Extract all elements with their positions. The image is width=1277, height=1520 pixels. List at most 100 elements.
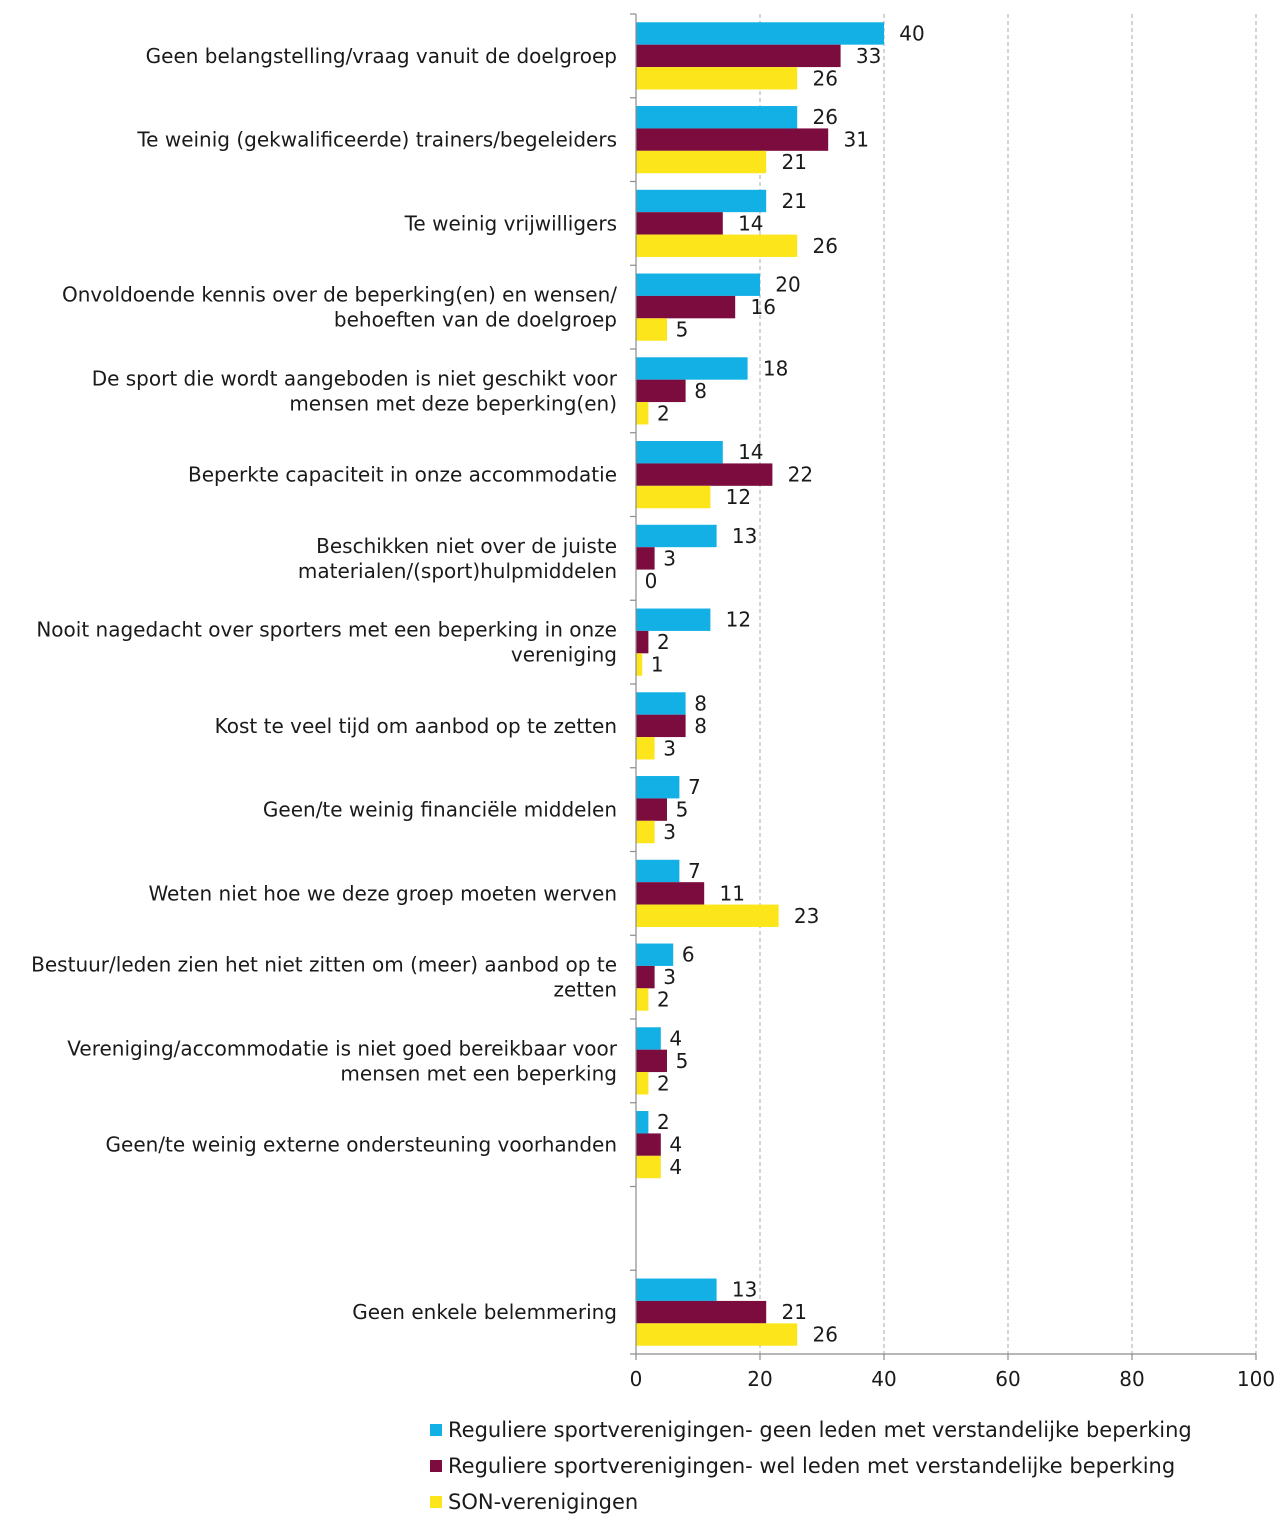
bar: [636, 212, 723, 235]
bar: [636, 318, 667, 341]
x-tick-label: 40: [871, 1367, 896, 1391]
data-label: 31: [843, 128, 868, 152]
category-label: Te weinig (gekwalificeerde) trainers/beg…: [136, 128, 617, 152]
data-label: 12: [726, 608, 751, 632]
category-label: De sport die wordt aangeboden is niet ge…: [92, 366, 618, 415]
bar: [636, 106, 798, 129]
data-label: 13: [732, 524, 757, 548]
data-label: 5: [676, 798, 689, 822]
bar: [636, 653, 643, 676]
category-label-line: vereniging: [511, 643, 617, 667]
legend-label: Reguliere sportverenigingen- geen leden …: [448, 1418, 1192, 1442]
bar: [636, 904, 779, 927]
x-tick-label: 100: [1237, 1367, 1275, 1391]
data-label: 12: [726, 485, 751, 509]
bar: [636, 1300, 767, 1324]
bar: [636, 357, 748, 380]
value-labels: 4033262631212114262016518821422121330122…: [645, 21, 925, 1346]
bar: [636, 189, 767, 213]
category-label-line: Te weinig (gekwalificeerde) trainers/beg…: [136, 128, 617, 152]
category-label: Vereniging/accommodatie is niet goed ber…: [67, 1036, 617, 1085]
bar: [636, 737, 655, 760]
bar: [636, 714, 686, 738]
legend: Reguliere sportverenigingen- geen leden …: [430, 1412, 1192, 1520]
bar: [636, 1027, 661, 1050]
bar: [636, 965, 655, 989]
data-label: 14: [738, 211, 763, 235]
data-label: 21: [781, 150, 806, 174]
bar: [636, 67, 798, 90]
bar: [636, 150, 767, 174]
data-label: 7: [688, 775, 701, 799]
data-label: 1: [651, 653, 664, 677]
category-label: Beperkte capaciteit in onze accommodatie: [188, 463, 617, 487]
data-label: 18: [763, 356, 788, 380]
category-label-line: Geen belangstelling/vraag vanuit de doel…: [146, 44, 617, 68]
bar: [636, 820, 655, 844]
bar: [636, 882, 705, 905]
bar: [636, 463, 773, 486]
category-label: Kost te veel tijd om aanbod op te zetten: [215, 714, 617, 738]
x-tick-label: 60: [995, 1367, 1020, 1391]
legend-item: Reguliere sportverenigingen- wel leden m…: [430, 1448, 1192, 1484]
category-label-line: Vereniging/accommodatie is niet goed ber…: [67, 1036, 617, 1060]
bar: [636, 22, 884, 45]
data-label: 14: [738, 440, 763, 464]
bar: [636, 859, 680, 883]
x-tick-label: 0: [630, 1367, 643, 1391]
category-label-line: Onvoldoende kennis over de beperking(en)…: [62, 283, 617, 307]
gridlines: [759, 14, 1257, 1354]
data-label: 3: [663, 820, 676, 844]
category-label-line: Beperkte capaciteit in onze accommodatie: [188, 463, 617, 487]
data-label: 7: [688, 859, 701, 883]
category-label-line: Bestuur/leden zien het niet zitten om (m…: [31, 953, 617, 977]
data-label: 0: [645, 569, 658, 593]
data-label: 23: [794, 904, 819, 928]
data-label: 4: [669, 1133, 682, 1157]
data-label: 26: [812, 234, 837, 258]
category-label-line: Kost te veel tijd om aanbod op te zetten: [215, 714, 617, 738]
category-label-line: mensen met deze beperking(en): [289, 391, 617, 415]
category-label-line: Geen/te weinig financiële middelen: [263, 798, 617, 822]
data-label: 4: [669, 1026, 682, 1050]
category-label-line: Te weinig vrijwilligers: [404, 211, 617, 235]
category-label-line: Beschikken niet over de juiste: [316, 534, 617, 558]
legend-item: SON-verenigingen: [430, 1484, 1192, 1520]
bar: [636, 943, 674, 966]
category-label: Weten niet hoe we deze groep moeten werv…: [148, 881, 617, 905]
bar: [636, 128, 829, 151]
category-labels: Geen belangstelling/vraag vanuit de doel…: [31, 44, 618, 1324]
category-label-line: De sport die wordt aangeboden is niet ge…: [92, 366, 618, 390]
data-label: 5: [676, 1049, 689, 1073]
category-label-line: materialen/(sport)hulpmiddelen: [298, 559, 617, 583]
data-label: 8: [694, 379, 707, 403]
data-label: 8: [694, 691, 707, 715]
bar: [636, 1155, 661, 1179]
bar: [636, 1111, 649, 1134]
data-label: 3: [663, 546, 676, 570]
bar: [636, 630, 649, 654]
bar: [636, 273, 760, 296]
bar: [636, 379, 686, 403]
data-label: 21: [781, 189, 806, 213]
category-label: Geen/te weinig financiële middelen: [263, 798, 617, 822]
category-label-line: mensen met een beperking: [340, 1061, 617, 1085]
data-label: 13: [732, 1278, 757, 1302]
data-label: 40: [899, 21, 924, 45]
legend-label: Reguliere sportverenigingen- wel leden m…: [448, 1454, 1176, 1478]
bar: [636, 44, 841, 68]
bar: [636, 441, 723, 464]
category-label-line: Geen enkele belemmering: [352, 1300, 617, 1324]
data-label: 2: [657, 988, 670, 1012]
category-label: Te weinig vrijwilligers: [404, 211, 617, 235]
x-tick-label: 80: [1119, 1367, 1144, 1391]
category-label: Beschikken niet over de juiste materialen…: [298, 534, 617, 583]
category-label-line: behoeften van de doelgroep: [334, 308, 617, 332]
data-label: 2: [657, 630, 670, 654]
category-label: Nooit nagedacht over sporters met een be…: [36, 618, 617, 667]
data-label: 8: [694, 714, 707, 738]
bar: [636, 485, 711, 509]
bar: [636, 1323, 798, 1346]
category-label: Geen enkele belemmering: [352, 1300, 617, 1324]
bar: [636, 692, 686, 715]
